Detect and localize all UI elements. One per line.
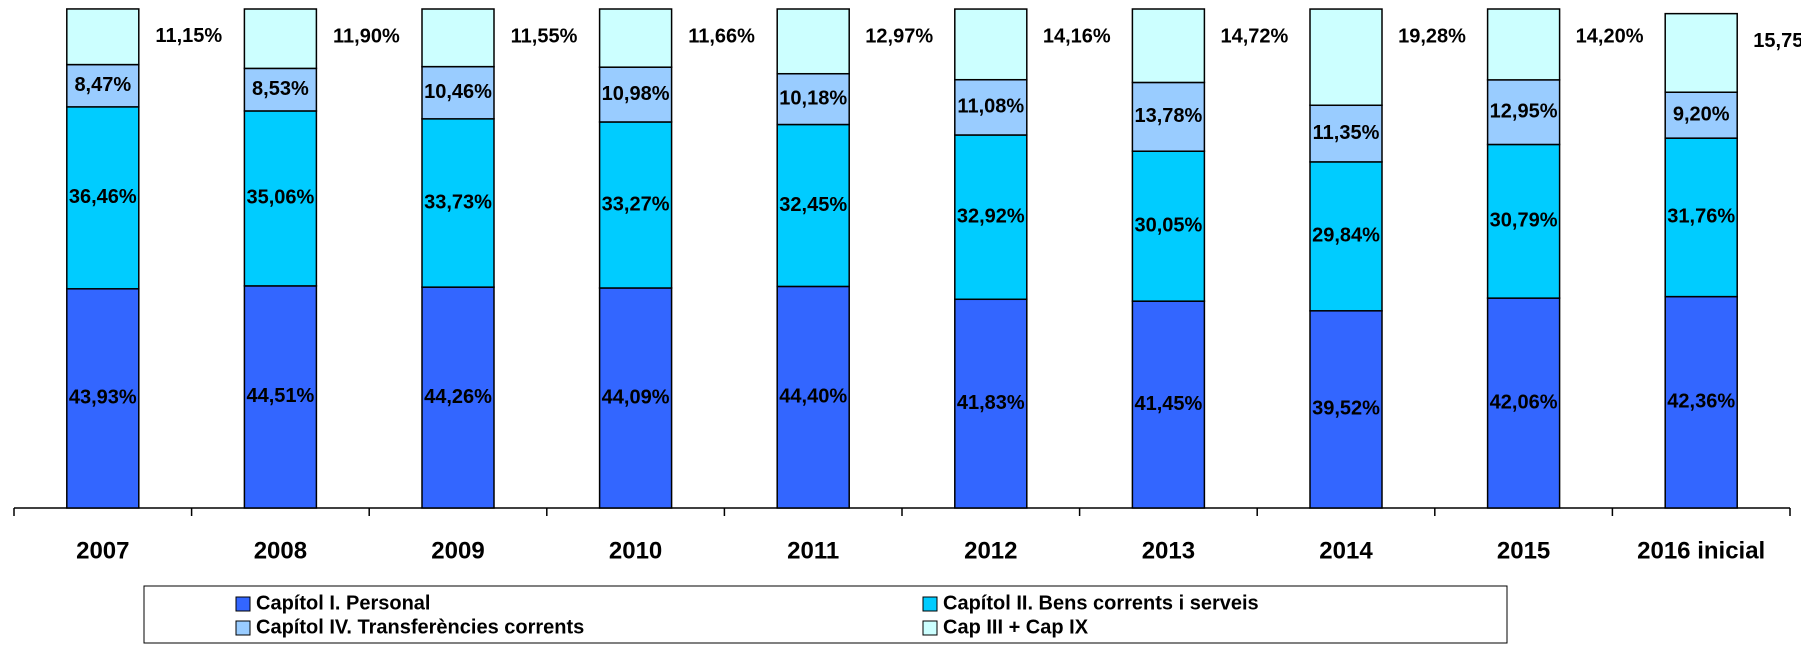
x-tick-label: 2009 (431, 537, 484, 564)
bar-segment (243, 8, 318, 70)
bar-segment (598, 66, 673, 123)
value-label: 13,78% (1134, 105, 1202, 127)
value-label: 32,45% (779, 194, 847, 216)
bar-segment (776, 123, 850, 288)
bar-segment (66, 288, 140, 509)
bar-segment (1309, 161, 1383, 312)
value-label: 12,97% (865, 25, 933, 47)
legend-label: Capítol I. Personal (256, 592, 430, 614)
bar-segment (1309, 310, 1383, 509)
bar-segment (598, 121, 673, 289)
bar-segment (1664, 137, 1738, 298)
bar-segment (1664, 12, 1738, 93)
bar-segment (1131, 150, 1206, 302)
bar-segment (1309, 8, 1383, 107)
bar-segment (421, 8, 495, 68)
value-label: 43,93% (69, 387, 137, 409)
legend-swatch (922, 596, 938, 612)
x-tick-label: 2012 (964, 537, 1017, 564)
bar-segment (1309, 104, 1383, 163)
value-label: 31,76% (1667, 206, 1735, 228)
bar-segment (776, 8, 850, 75)
value-label: 12,95% (1490, 100, 1558, 122)
value-label: 8,53% (252, 78, 309, 100)
bar-segment (1486, 79, 1561, 146)
value-label: 41,83% (957, 392, 1025, 414)
value-label: 19,28% (1398, 25, 1466, 47)
value-label: 44,09% (602, 386, 670, 408)
bar-segment (1486, 143, 1561, 299)
value-label: 29,84% (1312, 225, 1380, 247)
legend-swatch (235, 620, 251, 636)
bar-segment (243, 67, 318, 112)
value-label: 39,52% (1312, 398, 1380, 420)
bar-segment (1664, 295, 1738, 509)
value-label: 8,47% (74, 74, 131, 96)
value-label: 10,98% (602, 83, 670, 105)
bar-segment (776, 72, 850, 126)
bar-segment (421, 118, 495, 288)
bar-segment (1131, 81, 1206, 152)
value-label: 15,75% (1753, 30, 1801, 52)
bar-segment (1664, 91, 1738, 139)
x-tick-label: 2013 (1142, 537, 1195, 564)
value-label: 14,72% (1220, 25, 1288, 47)
x-tick-label: 2011 (787, 537, 839, 564)
legend-label: Cap III + Cap IX (943, 616, 1089, 638)
value-label: 11,90% (333, 25, 400, 47)
bar-segment (598, 8, 673, 68)
value-label: 33,27% (602, 193, 670, 215)
value-label: 10,18% (779, 87, 847, 109)
value-label: 10,46% (424, 81, 492, 103)
value-label: 42,36% (1667, 391, 1735, 413)
legend-swatch (235, 596, 251, 612)
legend-box (143, 585, 1508, 644)
value-label: 11,35% (1313, 122, 1380, 144)
bar-segment (243, 110, 318, 287)
x-tick-label: 2016 inicial (1637, 537, 1765, 564)
x-tick-label: 2014 (1319, 537, 1373, 564)
bar-segment (954, 8, 1028, 81)
value-label: 44,26% (424, 386, 492, 408)
bar-segment (954, 298, 1028, 509)
value-label: 36,46% (69, 186, 137, 208)
bar-segment (1486, 8, 1561, 81)
bar-segment (421, 286, 495, 509)
bar-segment (66, 8, 140, 66)
bar-segment (598, 287, 673, 509)
value-label: 41,45% (1134, 393, 1202, 415)
value-label: 9,20% (1673, 103, 1730, 125)
value-label: 11,66% (688, 25, 755, 47)
value-label: 30,79% (1490, 210, 1558, 232)
bar-segment (954, 78, 1028, 136)
value-label: 33,73% (424, 191, 492, 213)
value-label: 32,92% (957, 205, 1025, 227)
bar-segment (1486, 297, 1561, 509)
value-label: 11,55% (511, 25, 578, 47)
legend-label: Capítol IV. Transferències corrents (256, 616, 584, 638)
value-label: 14,16% (1043, 25, 1111, 47)
value-label: 11,15% (155, 25, 222, 47)
x-tick-label: 2010 (609, 537, 662, 564)
value-label: 44,40% (779, 386, 847, 408)
x-tick-label: 2015 (1497, 537, 1550, 564)
x-tick-label: 2008 (254, 537, 307, 564)
value-label: 44,51% (246, 385, 314, 407)
value-label: 42,06% (1490, 391, 1558, 413)
bar-segment (1131, 300, 1206, 509)
bar-segment (776, 285, 850, 509)
x-tick-label: 2007 (76, 537, 129, 564)
value-label: 11,08% (957, 96, 1024, 118)
legend-swatch (922, 620, 938, 636)
value-label: 14,20% (1576, 25, 1644, 47)
bar-segment (954, 134, 1028, 301)
legend-label: Capítol II. Bens corrents i serveis (943, 592, 1259, 614)
value-label: 35,06% (246, 187, 314, 209)
bar-segment (1131, 8, 1206, 84)
value-label: 30,05% (1134, 214, 1202, 236)
